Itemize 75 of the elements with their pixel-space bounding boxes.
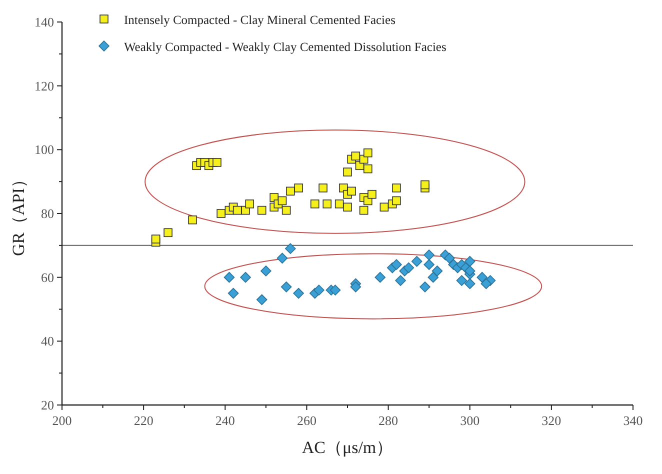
x-tick-label: 240 [215, 413, 235, 428]
point [392, 196, 401, 206]
point [151, 234, 160, 244]
point [280, 282, 292, 292]
x-axis-title: AC（μs/m） [302, 438, 394, 457]
point [343, 202, 352, 212]
point [350, 282, 362, 292]
point [240, 272, 251, 283]
point [276, 252, 288, 264]
point [334, 200, 344, 208]
point [347, 186, 356, 196]
point [391, 259, 402, 270]
point [351, 152, 360, 160]
y-tick-label: 40 [41, 334, 54, 349]
point [363, 148, 372, 158]
point [293, 288, 304, 299]
point [286, 186, 295, 196]
point [464, 266, 476, 276]
point [212, 158, 222, 167]
point [444, 252, 455, 264]
point [330, 284, 341, 296]
point [282, 206, 291, 215]
point [464, 256, 476, 267]
point [294, 184, 303, 192]
x-tick-label: 300 [460, 413, 480, 428]
x-tick-label: 220 [134, 413, 154, 428]
point [363, 164, 372, 174]
point [480, 278, 492, 290]
y-tick-label: 20 [41, 398, 54, 412]
point [164, 228, 172, 238]
y-tick-label: 120 [34, 78, 54, 94]
point [228, 288, 239, 299]
point [260, 266, 272, 276]
point [403, 262, 414, 274]
point [257, 206, 266, 215]
point [392, 184, 401, 192]
point [411, 256, 422, 267]
x-tick-label: 320 [542, 413, 562, 428]
point [464, 278, 476, 290]
point [245, 200, 254, 208]
point [188, 215, 197, 224]
y-axis-title: GR（API） [9, 170, 28, 256]
point [420, 282, 430, 292]
point [424, 250, 434, 260]
point [374, 272, 386, 283]
point [476, 272, 488, 283]
point [310, 200, 320, 208]
point [432, 266, 443, 276]
point [428, 272, 439, 283]
point [256, 294, 268, 306]
legend-label: Weakly Compacted - Weakly Clay Cemented Dissolution Facies [124, 40, 446, 54]
point [359, 206, 368, 215]
point [368, 190, 376, 199]
point [314, 284, 324, 296]
point [380, 202, 389, 212]
point [420, 180, 430, 190]
y-tick-label: 60 [41, 270, 54, 285]
point [224, 272, 235, 283]
y-tick-label: 100 [34, 142, 54, 158]
y-tick-label: 80 [41, 206, 54, 221]
x-tick-label: 200 [52, 413, 72, 428]
x-tick-label: 260 [296, 413, 316, 428]
point [322, 200, 332, 208]
x-tick-label: 340 [623, 413, 643, 428]
y-tick-label: 140 [34, 14, 54, 30]
point [343, 168, 352, 176]
point [456, 275, 468, 286]
point [395, 275, 406, 286]
point [216, 209, 226, 218]
legend-label: Intensely Compacted - Clay Mineral Cemented Facies [124, 13, 396, 27]
x-tick-label: 280 [378, 413, 398, 428]
point [278, 196, 287, 206]
point [318, 184, 328, 192]
point [285, 243, 296, 254]
point [424, 259, 434, 270]
